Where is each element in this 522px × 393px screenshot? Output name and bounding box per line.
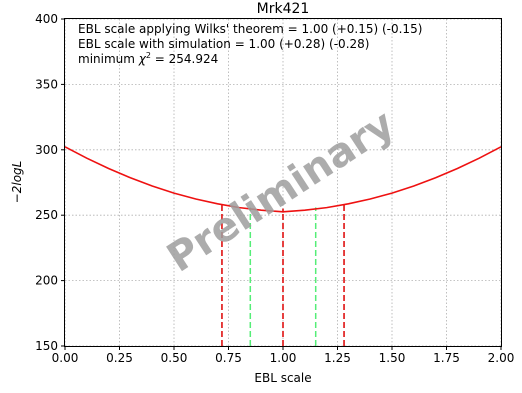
curve-layer	[64, 146, 502, 213]
x-tick-label-3: 0.75	[215, 351, 242, 365]
y-axis-label: −2logL	[10, 161, 24, 204]
x-axis-label: EBL scale	[254, 371, 311, 385]
y-tick-label-0: 150	[35, 339, 58, 353]
x-tick-label-1: 0.25	[106, 351, 133, 365]
x-tick-label-7: 1.75	[433, 351, 460, 365]
tick-layer: 0.00 0.25 0.50 0.75 1.00 1.25 1.50 1.75 2.00 150 2…	[35, 12, 514, 365]
min-chi2-symbol: χ	[138, 52, 147, 66]
watermark: Preliminary	[159, 101, 402, 281]
y-tick-label-4: 350	[35, 77, 58, 91]
x-tick-label-2: 0.50	[161, 351, 188, 365]
chart-title: Mrk421	[257, 1, 310, 17]
annotation-min-chi2: minimum χ2 = 254.924	[78, 51, 218, 66]
y-tick-label-3: 300	[35, 143, 58, 157]
y-tick-label-2: 250	[35, 208, 58, 222]
x-tick-label-4: 1.00	[270, 351, 297, 365]
vertical-lines-layer	[221, 204, 345, 346]
min-chi2-prefix: minimum	[78, 52, 139, 66]
series-line-0	[64, 146, 502, 213]
x-tick-label-0: 0.00	[52, 351, 79, 365]
y-tick-label-5: 400	[35, 12, 58, 26]
x-tick-label-5: 1.25	[324, 351, 351, 365]
x-tick-label-6: 1.50	[379, 351, 406, 365]
min-chi2-value: = 254.924	[151, 52, 218, 66]
y-tick-label-1: 200	[35, 274, 58, 288]
annotation-wilks: EBL scale applying Wilks' theorem = 1.00…	[78, 22, 422, 36]
min-chi2-superscript: 2	[146, 51, 151, 60]
x-tick-label-8: 2.00	[488, 351, 515, 365]
annotation-simulation: EBL scale with simulation = 1.00 (+0.28)…	[78, 37, 369, 51]
